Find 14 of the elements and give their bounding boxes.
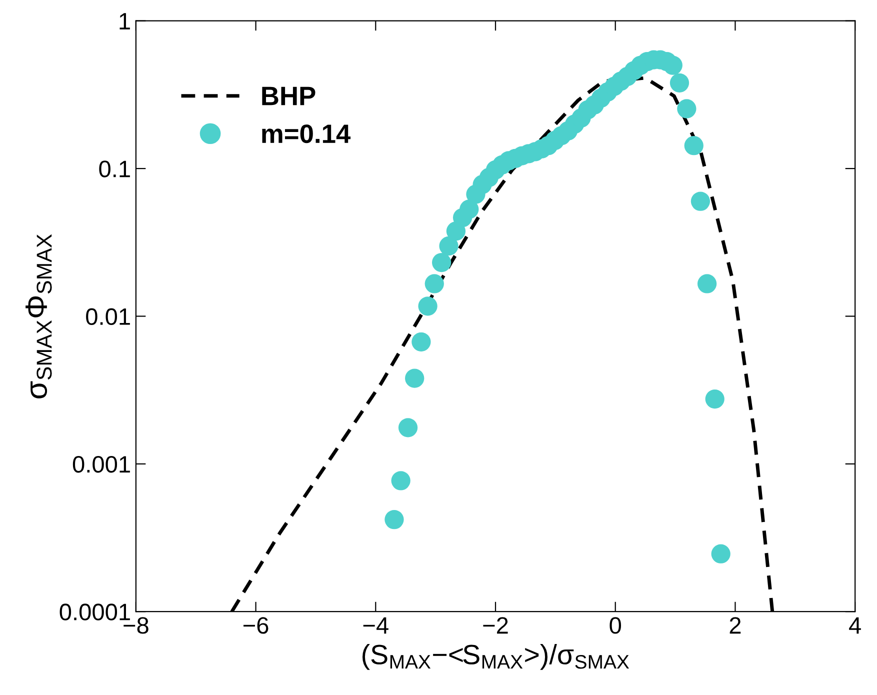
x-tick-label: 4 (849, 617, 861, 634)
legend-label: BHP (262, 86, 316, 106)
x-axis-title: (S$_{MAX}$−<S$_{MAX}$>)/σ$_{SMAX}$ (362, 644, 630, 670)
y-tick-label: 0.01 (86, 308, 130, 326)
y-tick-label: 0.001 (72, 456, 130, 473)
y-axis-title: σ$_{SMAX}$Φ$_{SMAX}$ (26, 234, 52, 398)
x-tick-label: 0 (610, 617, 622, 634)
y-tick-label: 0.1 (99, 160, 130, 178)
x-tick-label: −2 (483, 617, 508, 634)
legend-label: m=0.14 (262, 124, 351, 144)
x-tick-label: −6 (243, 617, 268, 634)
y-tick-label: 1 (120, 13, 130, 30)
x-tick-label: −4 (363, 617, 388, 634)
x-tick-label: 2 (730, 617, 741, 634)
